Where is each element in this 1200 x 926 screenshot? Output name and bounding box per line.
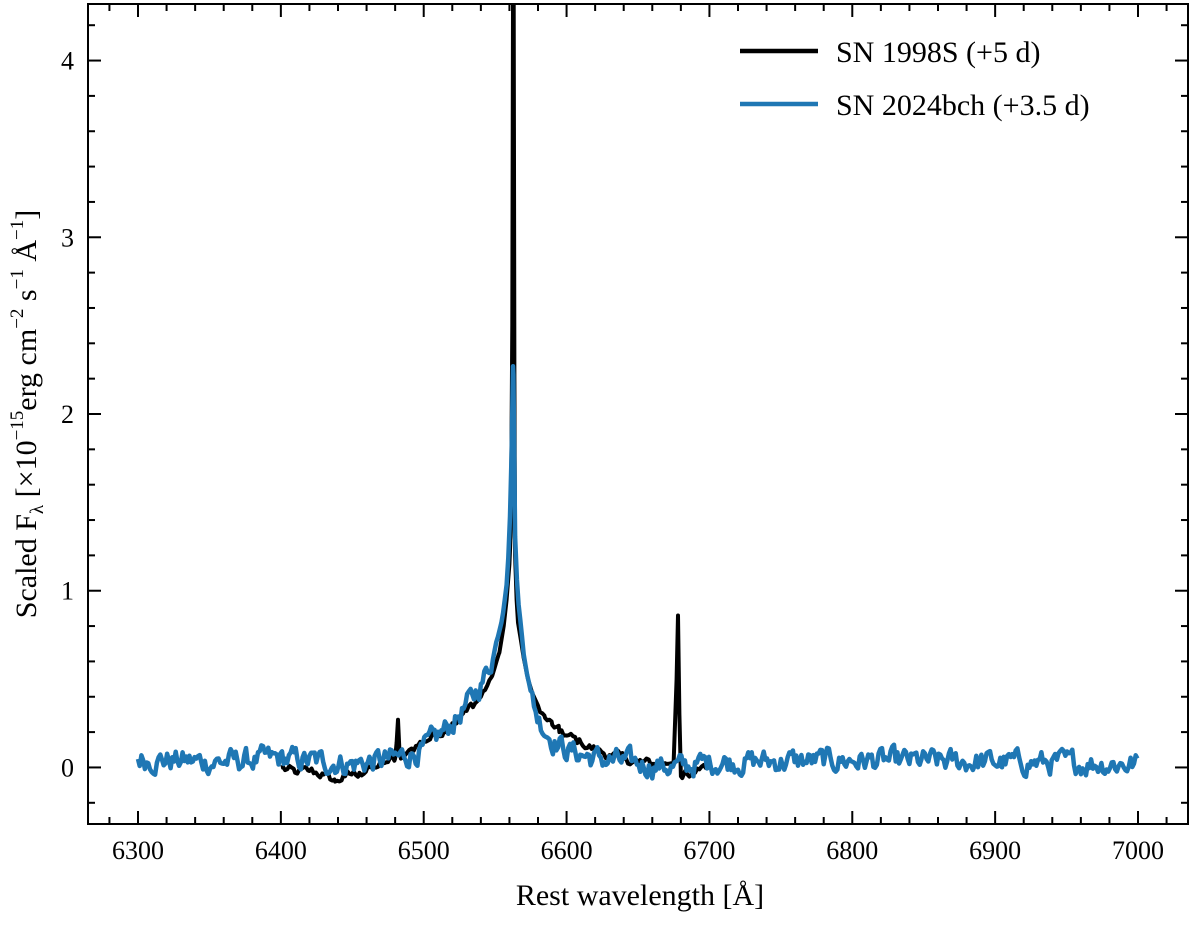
x-tick-label: 7000 [1112, 836, 1164, 865]
y-tick-label: 2 [61, 400, 74, 429]
y-axis-label: Scaled Fλ [×10−15erg cm−2 s−1 Å−1] [7, 210, 48, 618]
ticks-layer [88, 4, 1188, 824]
legend-entry-sn1998s: SN 1998S (+5 d) [836, 36, 1040, 69]
y-axis-label-a: [×10 [10, 440, 43, 504]
x-tick-label: 6500 [398, 836, 450, 865]
y-axis-label-exp3: −1 [7, 269, 28, 289]
x-tick-label: 6400 [255, 836, 307, 865]
y-axis-label-d: Å [10, 240, 43, 270]
x-tick-label: 6600 [541, 836, 593, 865]
y-axis-label-b: erg cm [10, 329, 43, 411]
series-line-sn1998s [280, 4, 710, 784]
x-tick-label: 6800 [826, 836, 878, 865]
x-tick-label: 6900 [969, 836, 1021, 865]
y-tick-label: 1 [61, 577, 74, 606]
y-tick-label: 3 [61, 223, 74, 252]
series-layer [135, 4, 1140, 784]
legend: SN 1998S (+5 d) SN 2024bch (+3.5 d) [740, 36, 1090, 122]
x-tick-label: 6300 [112, 836, 164, 865]
legend-entry-sn2024bch: SN 2024bch (+3.5 d) [836, 89, 1090, 122]
y-axis-label-exp4: −1 [7, 220, 28, 240]
series-line-sn2024bch [135, 364, 1140, 781]
y-axis-label-prefix: Scaled F [10, 514, 43, 618]
y-tick-label: 4 [61, 47, 74, 76]
tick-labels: 6300 6400 6500 6600 6700 6800 6900 7000 0 1 2 3 4 [61, 47, 1164, 865]
y-tick-label: 0 [61, 753, 74, 782]
x-tick-label: 6700 [683, 836, 735, 865]
y-axis-label-e: ] [10, 210, 43, 220]
y-axis-label-exp2: −2 [7, 309, 28, 329]
y-axis-label-exp1: −15 [7, 411, 28, 441]
y-axis-label-c: s [10, 289, 43, 308]
y-axis-label-sub: λ [27, 504, 48, 514]
x-axis-label: Rest wavelength [Å] [516, 879, 764, 912]
plot-frame [87, 3, 1189, 825]
